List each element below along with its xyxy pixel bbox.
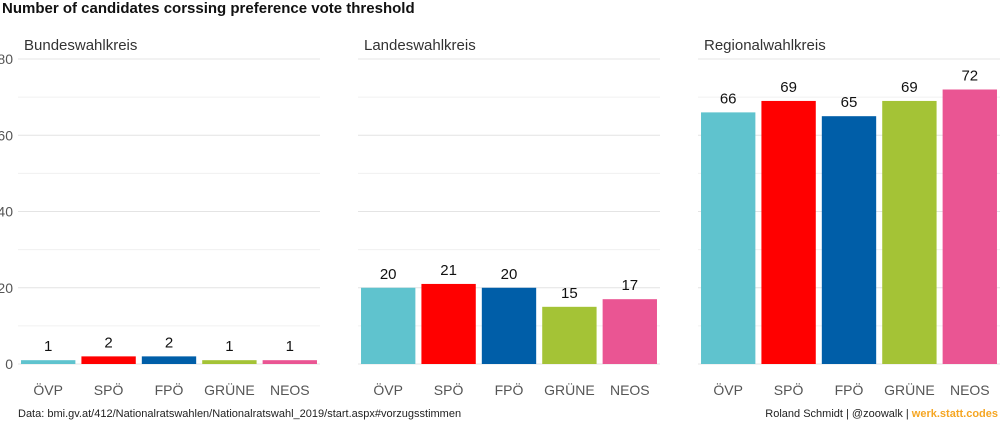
bar-2 bbox=[141, 356, 197, 364]
x-tick-label: GRÜNE bbox=[204, 381, 255, 398]
bar-4 bbox=[942, 89, 997, 364]
bar-0 bbox=[21, 360, 76, 364]
x-tick-label: NEOS bbox=[610, 382, 650, 398]
x-tick-label: FPÖ bbox=[835, 381, 864, 398]
caption-brand: werk.statt.codes bbox=[911, 408, 998, 420]
data-label: 72 bbox=[961, 68, 978, 85]
x-tick-label: ÖVP bbox=[373, 381, 403, 398]
y-tick-label-80: 80 bbox=[0, 51, 13, 67]
bar-2 bbox=[481, 287, 537, 364]
bar-0 bbox=[361, 287, 416, 364]
data-label: 20 bbox=[501, 266, 518, 283]
x-tick-label: GRÜNE bbox=[544, 381, 595, 398]
y-tick-label-60: 60 bbox=[0, 127, 13, 143]
bar-4 bbox=[262, 360, 317, 364]
data-label: 20 bbox=[380, 266, 397, 283]
bar-1 bbox=[761, 100, 816, 364]
y-tick-label-40: 40 bbox=[0, 204, 13, 220]
data-label: 21 bbox=[440, 262, 457, 279]
data-label: 66 bbox=[720, 90, 737, 107]
data-label: 1 bbox=[286, 338, 294, 355]
facet-title: Bundeswahlkreis bbox=[24, 37, 137, 54]
data-label: 2 bbox=[104, 334, 112, 351]
data-label: 15 bbox=[561, 285, 578, 302]
facet-panels: 0 20 40 60 80 Bundeswahlkreis 1 ÖVP 2 SPÖ 2 FPÖ 1 GRÜ… bbox=[0, 37, 1000, 398]
data-label: 1 bbox=[225, 338, 233, 355]
data-label: 65 bbox=[841, 94, 858, 111]
facet-landeswahlkreis: Landeswahlkreis 20 ÖVP 21 SPÖ 20 FPÖ 15 GRÜNE 17 N… bbox=[358, 37, 660, 398]
data-label: 2 bbox=[165, 334, 173, 351]
facet-title: Landeswahlkreis bbox=[364, 37, 476, 54]
bar-2 bbox=[821, 116, 877, 364]
facet-bundeswahlkreis: Bundeswahlkreis 1 ÖVP 2 SPÖ 2 FPÖ 1 GRÜNE 1 NEOS bbox=[18, 37, 320, 398]
x-tick-label: NEOS bbox=[950, 382, 990, 398]
bar-3 bbox=[202, 360, 257, 364]
chart-title: Number of candidates corssing preference… bbox=[2, 0, 415, 17]
caption-source: Data: bmi.gv.at/412/Nationalratswahlen/N… bbox=[18, 408, 461, 420]
bar-4 bbox=[602, 299, 657, 364]
x-tick-label: GRÜNE bbox=[884, 381, 935, 398]
x-tick-label: FPÖ bbox=[155, 381, 184, 398]
bar-3 bbox=[882, 100, 937, 364]
data-label: 69 bbox=[901, 79, 918, 96]
caption-credit: Roland Schmidt | @zoowalk | werk.statt.c… bbox=[765, 408, 998, 420]
facet-title: Regionalwahlkreis bbox=[704, 37, 826, 54]
data-label: 69 bbox=[780, 79, 797, 96]
y-tick-label-0: 0 bbox=[5, 356, 13, 372]
x-tick-label: SPÖ bbox=[94, 381, 124, 398]
bar-3 bbox=[542, 306, 597, 364]
x-tick-label: FPÖ bbox=[495, 381, 524, 398]
facet-regionalwahlkreis: Regionalwahlkreis 66 ÖVP 69 SPÖ 65 FPÖ 69 GRÜNE 7… bbox=[698, 37, 1000, 398]
bar-1 bbox=[81, 356, 136, 364]
x-tick-label: ÖVP bbox=[33, 381, 63, 398]
x-tick-label: SPÖ bbox=[434, 381, 464, 398]
x-tick-label: ÖVP bbox=[713, 381, 743, 398]
data-label: 17 bbox=[621, 277, 638, 294]
bar-1 bbox=[421, 283, 476, 364]
data-label: 1 bbox=[44, 338, 52, 355]
y-tick-label-20: 20 bbox=[0, 280, 13, 296]
x-tick-label: SPÖ bbox=[774, 381, 804, 398]
bar-0 bbox=[701, 112, 756, 364]
caption-author: Roland Schmidt | @zoowalk | bbox=[765, 408, 912, 420]
x-tick-label: NEOS bbox=[270, 382, 310, 398]
